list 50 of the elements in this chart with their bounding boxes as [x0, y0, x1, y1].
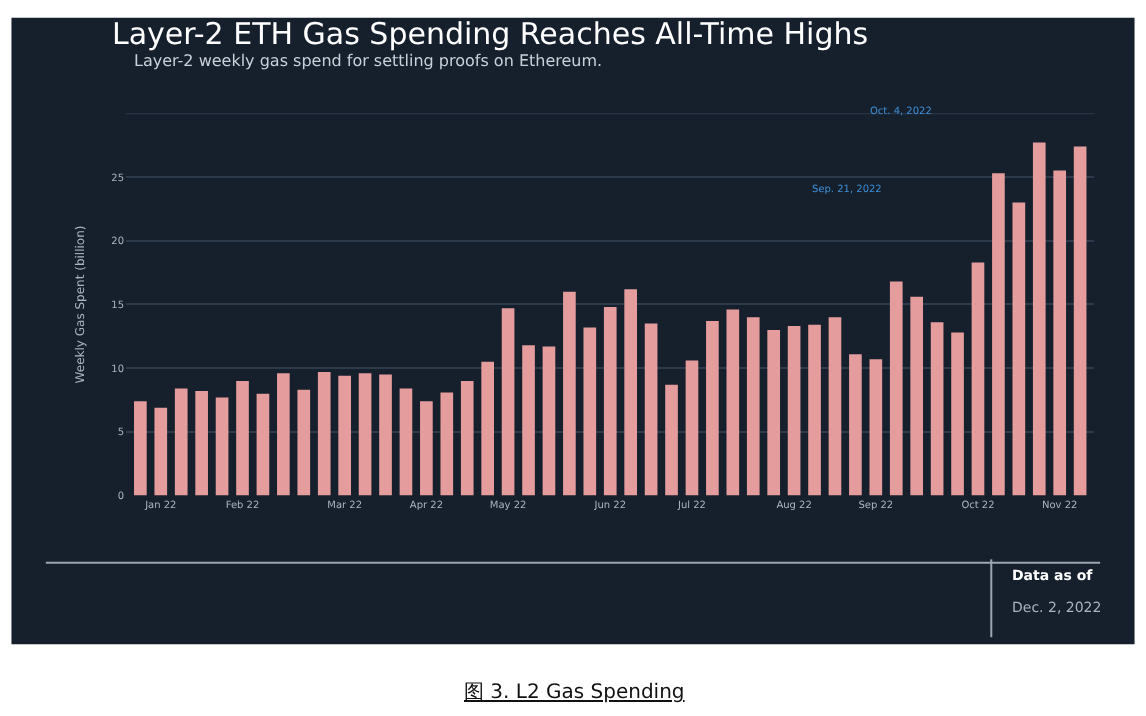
bar	[1012, 202, 1026, 496]
bar	[440, 392, 454, 496]
bar	[1073, 146, 1087, 496]
bar	[481, 361, 494, 496]
bar	[746, 317, 760, 496]
bar	[583, 327, 597, 496]
bar	[808, 324, 821, 496]
bar	[1032, 142, 1046, 496]
bar	[644, 323, 658, 496]
bar	[849, 354, 862, 496]
bar	[256, 393, 270, 496]
bar	[297, 389, 311, 496]
bar	[665, 384, 678, 496]
bar	[992, 173, 1005, 496]
bar	[685, 360, 699, 496]
bar	[522, 345, 535, 496]
bar	[869, 359, 883, 496]
bar	[195, 391, 208, 496]
bar	[399, 388, 413, 496]
bar	[706, 321, 719, 496]
bar	[154, 407, 168, 496]
bar	[889, 281, 903, 496]
bar	[624, 289, 637, 496]
bar	[828, 317, 842, 496]
bar	[910, 296, 924, 496]
bar	[767, 329, 781, 496]
bar	[134, 401, 147, 496]
bar	[930, 322, 944, 496]
bar	[563, 291, 576, 496]
chart-subtitle: Layer-2 weekly gas spend for settling proofs on Ethereum.	[134, 52, 603, 70]
bar	[460, 380, 474, 496]
bar	[277, 373, 290, 496]
bar	[420, 401, 433, 496]
bar	[317, 371, 331, 496]
bar	[236, 380, 249, 496]
bar	[379, 374, 392, 496]
bar	[174, 388, 188, 496]
bar	[971, 262, 985, 496]
bar	[787, 326, 801, 496]
bar	[1053, 170, 1067, 496]
bar	[358, 373, 372, 496]
bar	[603, 306, 617, 496]
bar	[542, 346, 556, 496]
bar	[501, 308, 515, 496]
bar	[338, 375, 351, 496]
bar	[951, 332, 964, 496]
bar	[726, 309, 740, 496]
bar	[215, 397, 229, 496]
chart-title: Layer-2 ETH Gas Spending Reaches All-Time Highs	[112, 16, 869, 52]
caption: 图 3. L2 Gas Spending	[464, 682, 685, 704]
